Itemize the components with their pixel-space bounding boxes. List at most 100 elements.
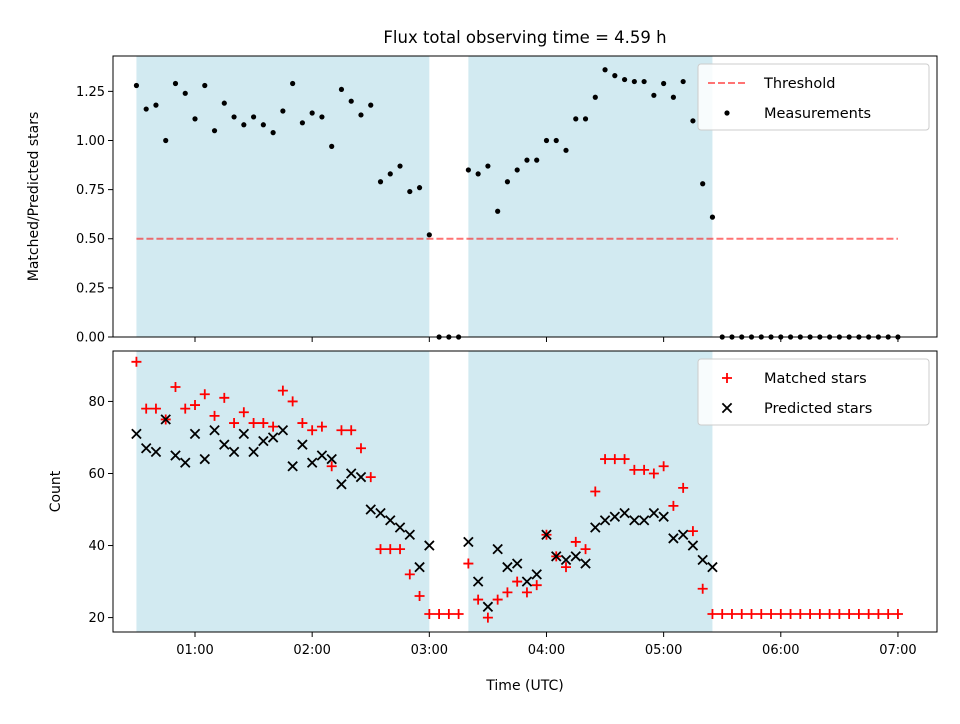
measurement-point bbox=[319, 114, 325, 120]
chart-title: Flux total observing time = 4.59 h bbox=[383, 28, 666, 47]
matched-point bbox=[805, 608, 816, 619]
measurement-point bbox=[563, 147, 569, 153]
matched-point bbox=[785, 608, 796, 619]
matched-point bbox=[336, 425, 347, 436]
measurement-point bbox=[553, 137, 559, 144]
measurement-point bbox=[182, 90, 188, 96]
predicted-point bbox=[658, 511, 669, 522]
predicted-point bbox=[570, 551, 582, 562]
series-matched-stars bbox=[131, 356, 903, 623]
predicted-point bbox=[677, 529, 689, 540]
measurement-point bbox=[641, 78, 647, 85]
matched-point bbox=[531, 580, 542, 591]
matched-point bbox=[746, 608, 757, 619]
measurement-point bbox=[299, 120, 306, 126]
measurement-point bbox=[700, 181, 706, 187]
measurement-point bbox=[192, 116, 198, 122]
x-tick-label: 01:00 bbox=[176, 643, 213, 658]
measurement-point bbox=[358, 112, 364, 118]
predicted-point bbox=[355, 471, 367, 483]
matched-point bbox=[395, 544, 406, 555]
measurement-point bbox=[534, 157, 540, 163]
matched-point bbox=[814, 608, 825, 619]
matched-point bbox=[609, 454, 620, 465]
matched-point bbox=[834, 608, 845, 619]
predicted-point bbox=[365, 504, 376, 515]
matched-point bbox=[658, 461, 669, 472]
matched-point bbox=[131, 356, 142, 367]
predicted-point bbox=[521, 576, 533, 587]
shaded-interval-1 bbox=[136, 351, 430, 632]
predicted-point bbox=[414, 561, 425, 573]
y-tick-label: 1.00 bbox=[76, 134, 105, 149]
matched-point bbox=[736, 608, 747, 619]
predicted-point bbox=[248, 446, 259, 458]
matched-point bbox=[766, 608, 777, 619]
matched-point bbox=[492, 594, 503, 605]
measurement-point bbox=[250, 114, 257, 120]
measurement-point bbox=[592, 94, 598, 100]
matched-point bbox=[287, 396, 298, 407]
predicted-point bbox=[638, 515, 650, 526]
matched-point bbox=[521, 587, 532, 598]
predicted-point bbox=[619, 507, 630, 519]
measurement-point bbox=[338, 86, 345, 93]
measurement-point bbox=[407, 188, 413, 195]
shaded-interval-1 bbox=[136, 56, 430, 337]
measurement-point bbox=[670, 94, 676, 100]
legend-box bbox=[697, 358, 930, 426]
predicted-point bbox=[697, 554, 708, 566]
matched-point bbox=[873, 608, 884, 619]
predicted-point bbox=[160, 414, 171, 425]
predicted-point bbox=[189, 428, 201, 440]
measurement-point bbox=[475, 171, 481, 177]
panel-ratio: 0.00 0.25 0.50 0.75 1.00 1.25 Matched/Predicte… bbox=[26, 55, 938, 346]
matched-point bbox=[580, 544, 591, 555]
measurement-point bbox=[690, 118, 696, 124]
measurement-point bbox=[387, 171, 393, 177]
matched-point bbox=[248, 418, 259, 429]
predicted-point bbox=[228, 446, 240, 458]
matched-point bbox=[229, 418, 240, 429]
matched-point bbox=[590, 486, 601, 497]
predicted-point bbox=[277, 425, 289, 436]
y-tick-label: 1.25 bbox=[76, 85, 105, 100]
matched-point bbox=[853, 608, 864, 619]
x-tick-label: 06:00 bbox=[762, 643, 799, 658]
matched-point bbox=[238, 407, 249, 418]
matched-point bbox=[824, 608, 835, 619]
matched-point bbox=[707, 608, 718, 619]
measurement-point bbox=[514, 167, 520, 173]
predicted-point bbox=[209, 425, 220, 436]
matched-point bbox=[561, 562, 572, 573]
predicted-point bbox=[131, 428, 142, 440]
matched-point bbox=[570, 536, 581, 547]
predicted-point bbox=[472, 576, 484, 587]
matched-point bbox=[385, 544, 396, 555]
predicted-point bbox=[394, 522, 406, 533]
measurement-point bbox=[651, 92, 657, 98]
measurement-point bbox=[309, 110, 315, 116]
matched-point bbox=[170, 382, 181, 393]
y-tick-label: 0.75 bbox=[76, 183, 105, 198]
measurement-point bbox=[573, 116, 579, 122]
legend: Threshold Measurements bbox=[697, 63, 930, 131]
predicted-point bbox=[580, 558, 591, 569]
predicted-point bbox=[511, 558, 523, 569]
matched-point bbox=[844, 608, 855, 619]
measurement-point bbox=[368, 102, 374, 108]
predicted-point bbox=[140, 443, 152, 454]
matched-point bbox=[414, 590, 425, 601]
measurement-point bbox=[377, 179, 384, 185]
legend-label: Measurements bbox=[764, 106, 871, 122]
y-axis-label: Count bbox=[48, 470, 64, 512]
matched-point bbox=[190, 400, 201, 411]
measurement-point bbox=[231, 114, 237, 120]
matched-point bbox=[424, 608, 435, 619]
predicted-point bbox=[599, 515, 611, 526]
measurement-point bbox=[143, 106, 149, 112]
predicted-point bbox=[385, 515, 396, 526]
measurement-point bbox=[211, 128, 218, 134]
